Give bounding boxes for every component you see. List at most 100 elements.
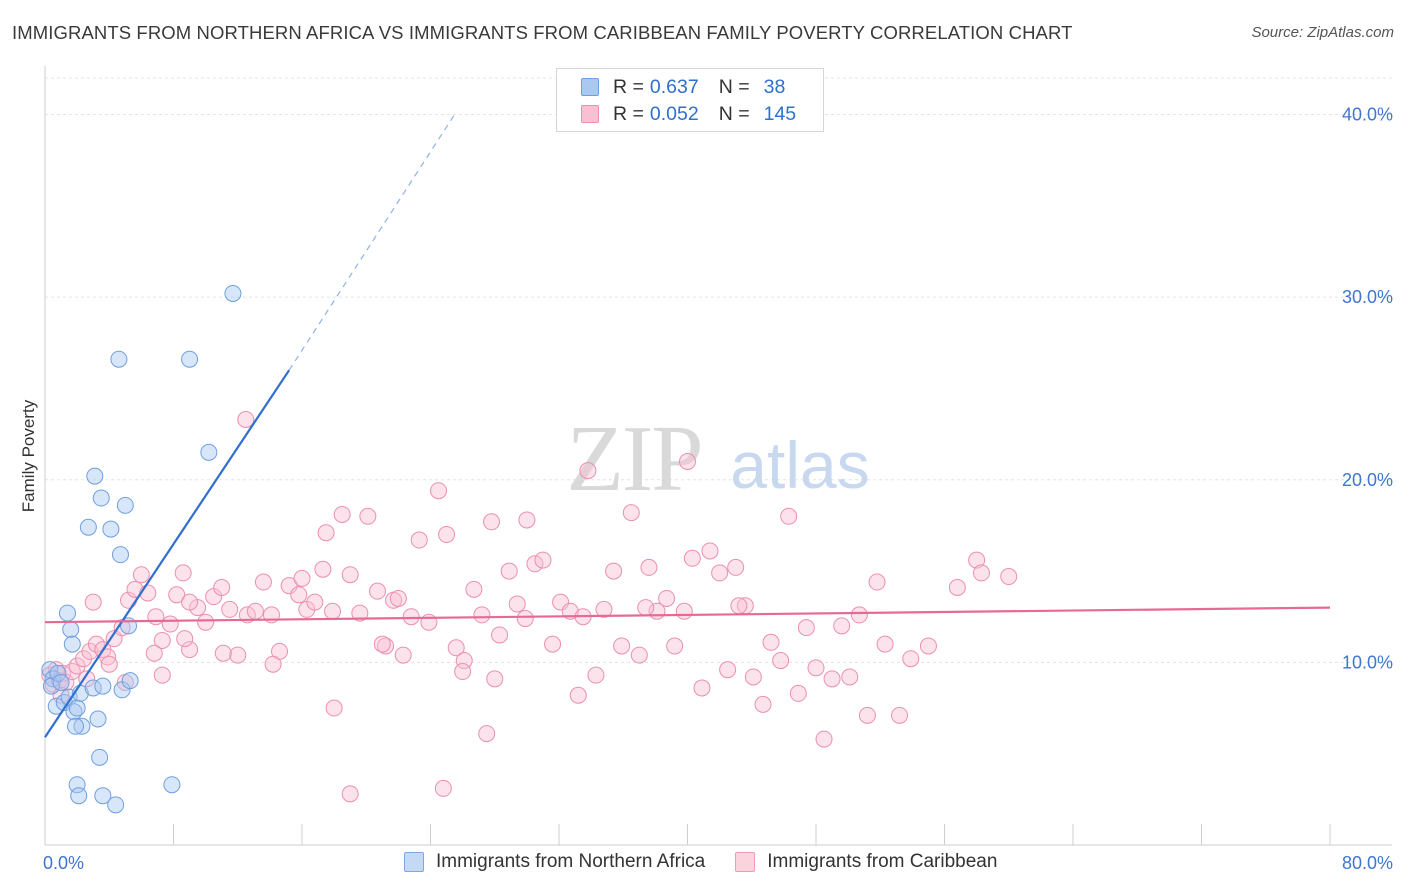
point-caribbean: [902, 650, 920, 668]
point-caribbean: [868, 573, 886, 591]
series-legend: Immigrants from Northern Africa Immigran…: [404, 851, 1027, 873]
watermark-atlas: atlas: [730, 428, 869, 502]
point-caribbean: [314, 560, 332, 578]
legend-n-value: 145: [763, 102, 797, 125]
point-northern-africa: [89, 710, 107, 728]
point-northern-africa: [68, 776, 86, 794]
point-caribbean: [145, 644, 163, 662]
point-caribbean: [237, 410, 255, 428]
point-caribbean: [833, 617, 851, 635]
point-caribbean: [389, 589, 407, 607]
point-caribbean: [254, 573, 272, 591]
point-caribbean: [544, 635, 562, 653]
point-northern-africa: [67, 717, 85, 735]
point-northern-africa: [111, 546, 129, 564]
point-caribbean: [447, 639, 465, 657]
correlation-legend: R = 0.637 N = 38 R = 0.052 N = 145: [556, 68, 824, 132]
point-caribbean: [214, 644, 232, 662]
y-axis-label: Family Poverty: [19, 399, 38, 512]
point-caribbean: [675, 602, 693, 620]
point-caribbean: [181, 641, 199, 659]
trend-line-northern-africa: [44, 369, 291, 738]
point-caribbean: [744, 668, 762, 686]
point-caribbean: [359, 507, 377, 525]
point-caribbean: [711, 564, 729, 582]
data-points: [41, 284, 1018, 814]
point-caribbean: [666, 637, 684, 655]
legend-r-value: 0.637: [649, 75, 699, 98]
y-tick-label: 40.0%: [1342, 105, 1393, 125]
series-legend-item-northern-africa[interactable]: Immigrants from Northern Africa: [404, 851, 705, 873]
point-caribbean: [221, 600, 239, 618]
point-caribbean: [147, 608, 165, 626]
point-caribbean: [351, 604, 369, 622]
watermark: ZIP atlas: [567, 407, 870, 511]
point-caribbean: [858, 706, 876, 724]
point-caribbean: [434, 779, 452, 797]
point-caribbean: [132, 566, 150, 584]
point-caribbean: [789, 684, 807, 702]
point-northern-africa: [91, 748, 109, 766]
point-caribbean: [478, 725, 496, 743]
point-caribbean: [972, 564, 990, 582]
point-caribbean: [483, 513, 501, 531]
point-northern-africa: [68, 699, 86, 717]
point-caribbean: [430, 482, 448, 500]
point-caribbean: [394, 646, 412, 664]
point-northern-africa: [181, 350, 199, 368]
point-caribbean: [500, 562, 518, 580]
point-caribbean: [63, 663, 81, 681]
point-caribbean: [679, 453, 696, 470]
point-caribbean: [473, 606, 491, 624]
point-caribbean: [622, 504, 640, 522]
legend-swatch-northern-africa: [581, 78, 599, 96]
point-caribbean: [823, 670, 841, 688]
point-caribbean: [919, 637, 937, 655]
point-caribbean: [518, 511, 536, 529]
point-caribbean: [454, 663, 472, 681]
point-northern-africa: [62, 621, 80, 639]
point-northern-africa: [41, 661, 59, 679]
point-caribbean: [534, 551, 552, 569]
point-caribbean: [587, 666, 605, 684]
point-northern-africa: [110, 350, 128, 368]
point-northern-africa: [163, 776, 181, 794]
point-caribbean: [465, 580, 483, 598]
point-caribbean: [81, 642, 99, 660]
series-legend-item-caribbean[interactable]: Immigrants from Caribbean: [735, 851, 997, 873]
point-caribbean: [333, 505, 351, 523]
x-tick-label-max: 80.0%: [1342, 853, 1393, 873]
point-caribbean: [719, 661, 737, 679]
point-caribbean: [420, 613, 438, 631]
point-northern-africa: [44, 670, 62, 688]
point-caribbean: [68, 657, 86, 675]
point-caribbean: [325, 699, 343, 717]
point-northern-africa: [224, 284, 242, 302]
point-caribbean: [613, 637, 631, 655]
point-caribbean: [341, 566, 359, 584]
point-caribbean: [168, 586, 186, 604]
point-northern-africa: [92, 489, 110, 507]
point-northern-africa: [73, 717, 91, 735]
trend-line-caribbean: [44, 606, 1331, 624]
legend-swatch-caribbean: [581, 105, 599, 123]
point-caribbean: [78, 670, 96, 688]
chart-title: IMMIGRANTS FROM NORTHERN AFRICA VS IMMIG…: [12, 22, 1073, 43]
point-caribbean: [486, 670, 504, 688]
axes: [44, 66, 1392, 846]
point-northern-africa: [200, 443, 218, 461]
point-caribbean: [579, 462, 597, 480]
series-swatch-northern-africa: [404, 852, 424, 872]
point-caribbean: [100, 655, 118, 673]
point-caribbean: [730, 597, 748, 615]
point-caribbean: [850, 606, 868, 624]
point-northern-africa: [70, 787, 88, 805]
point-caribbean: [701, 542, 719, 560]
point-caribbean: [640, 558, 658, 576]
series-label-northern-africa: Immigrants from Northern Africa: [436, 851, 706, 872]
point-caribbean: [75, 650, 93, 668]
point-northern-africa: [79, 518, 97, 536]
point-caribbean: [605, 562, 623, 580]
tick-labels: 10.0% 20.0% 30.0% 40.0% 0.0% 80.0%: [43, 105, 1393, 873]
